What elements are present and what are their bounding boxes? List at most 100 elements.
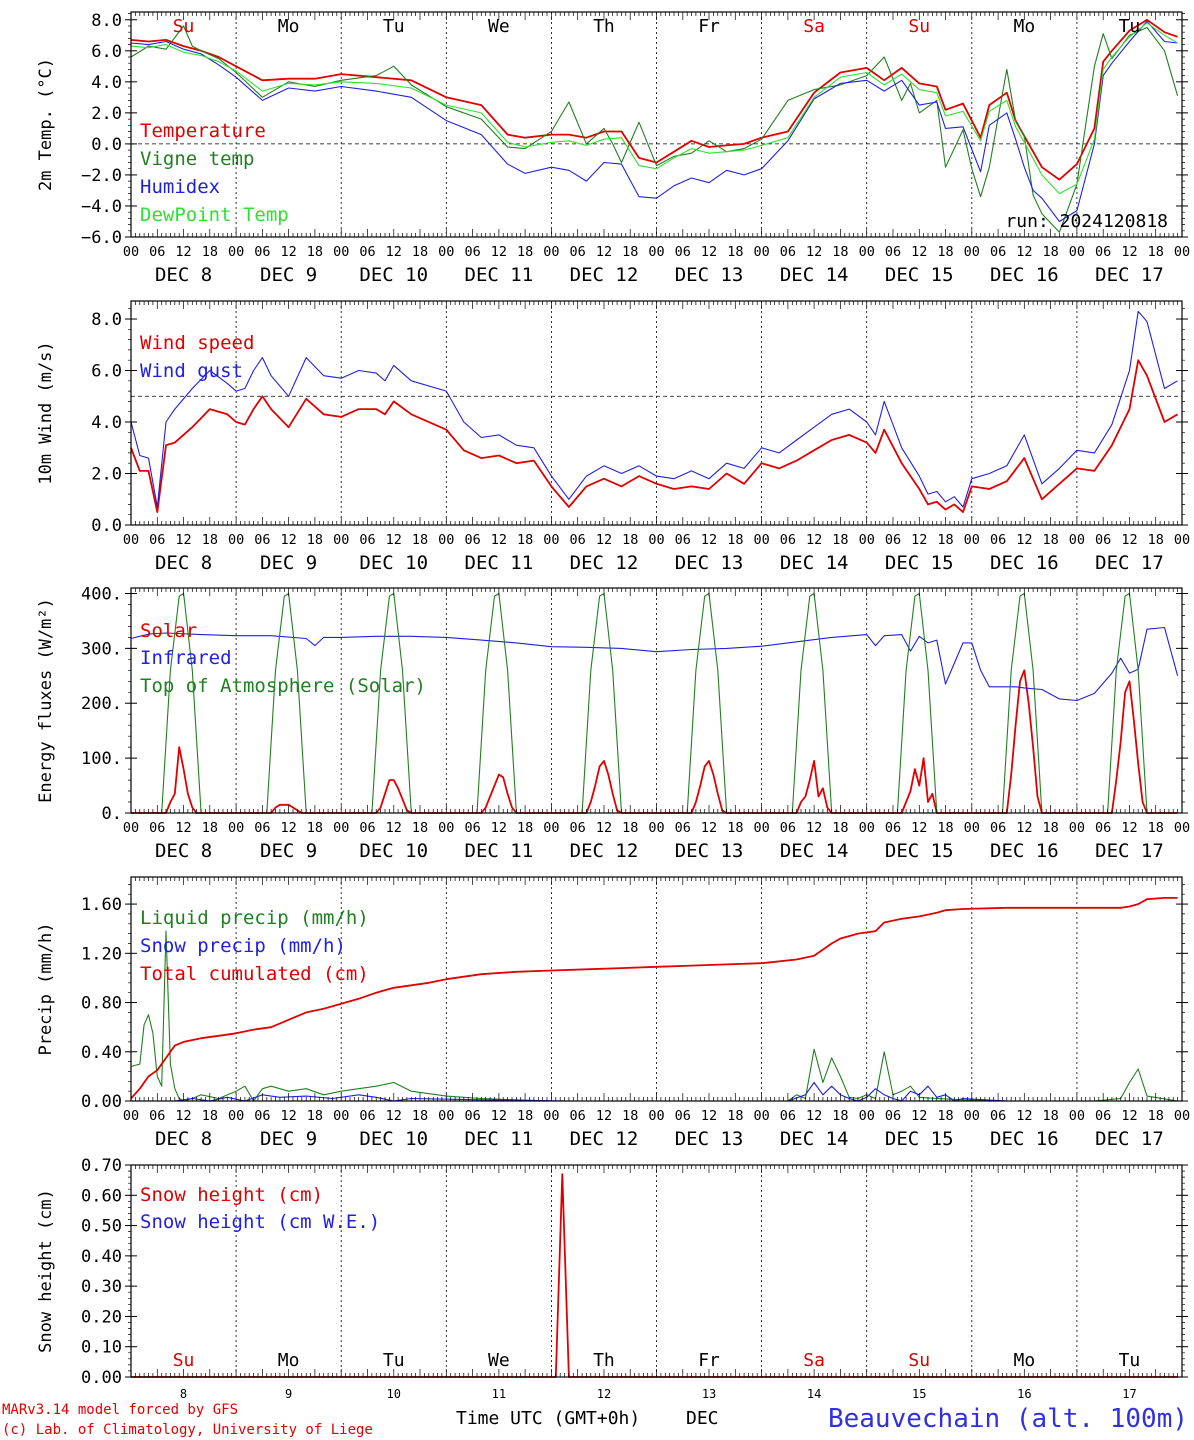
weekday-label: We bbox=[488, 1350, 510, 1371]
hour-label: 00 bbox=[964, 532, 980, 548]
weekday-label: Fr bbox=[698, 1350, 720, 1371]
hour-label: 00 bbox=[228, 820, 244, 836]
date-label: DEC 16 bbox=[990, 840, 1059, 862]
weekday-label: Mo bbox=[1014, 1350, 1036, 1371]
hour-label: 18 bbox=[622, 820, 638, 836]
date-label: DEC 11 bbox=[465, 264, 534, 286]
y-minor-ticks bbox=[128, 308, 1185, 526]
legend-entry: Top of Atmosphere (Solar) bbox=[140, 675, 426, 697]
hour-label: 18 bbox=[622, 244, 638, 260]
date-label: DEC 8 bbox=[155, 840, 212, 862]
y-tick-label: −6.0 bbox=[81, 228, 122, 248]
hour-label: 12 bbox=[806, 532, 822, 548]
hour-label: 12 bbox=[596, 244, 612, 260]
hour-label: 06 bbox=[254, 1108, 270, 1124]
hour-label: 06 bbox=[359, 1108, 375, 1124]
hour-label: 06 bbox=[1095, 820, 1111, 836]
hour-label: 06 bbox=[780, 244, 796, 260]
day-number: 11 bbox=[492, 1387, 506, 1401]
hour-label: 00 bbox=[753, 244, 769, 260]
hour-label: 06 bbox=[780, 820, 796, 836]
hour-label: 12 bbox=[281, 820, 297, 836]
hour-label: 00 bbox=[1069, 1108, 1085, 1124]
hour-label: 00 bbox=[228, 244, 244, 260]
hour-label: 00 bbox=[1174, 1108, 1190, 1124]
weekday-label: Tu bbox=[1119, 1350, 1141, 1371]
weekday-label: We bbox=[488, 16, 510, 37]
y-tick-label: 0.80 bbox=[81, 994, 122, 1014]
hour-label: 06 bbox=[464, 820, 480, 836]
y-axis-label: 2m Temp. (°C) bbox=[36, 58, 56, 191]
hour-label: 06 bbox=[464, 1108, 480, 1124]
day-number: 13 bbox=[702, 1387, 716, 1401]
y-tick-label: 0.20 bbox=[81, 1307, 122, 1327]
date-label: DEC 8 bbox=[155, 1128, 212, 1150]
date-label: DEC 16 bbox=[990, 264, 1059, 286]
model-credit: MARv3.14 model forced by GFS bbox=[2, 1402, 238, 1418]
hour-label: 12 bbox=[1016, 820, 1032, 836]
y-tick-label: 0.40 bbox=[81, 1043, 122, 1063]
y-axis-label: Snow height (cm) bbox=[36, 1189, 56, 1353]
hour-label: 00 bbox=[859, 820, 875, 836]
date-label: DEC 17 bbox=[1095, 1128, 1164, 1150]
day-number: 15 bbox=[912, 1387, 926, 1401]
hour-label: 00 bbox=[753, 532, 769, 548]
hour-label: 18 bbox=[1148, 820, 1164, 836]
hour-label: 18 bbox=[1148, 244, 1164, 260]
hour-label: 06 bbox=[675, 244, 691, 260]
hour-label: 06 bbox=[359, 820, 375, 836]
y-tick-label: 0.50 bbox=[81, 1217, 122, 1237]
date-label: DEC 10 bbox=[359, 552, 428, 574]
legend-entry: Temperature bbox=[140, 120, 266, 142]
weekday-label: Fr bbox=[698, 16, 720, 37]
y-tick-label: 0.0 bbox=[91, 135, 122, 155]
hour-label: 12 bbox=[175, 532, 191, 548]
series-line-3 bbox=[131, 592, 1178, 814]
date-label: DEC 12 bbox=[570, 264, 639, 286]
hour-label: 12 bbox=[701, 244, 717, 260]
hour-label: 18 bbox=[832, 1108, 848, 1124]
hour-label: 12 bbox=[911, 532, 927, 548]
hour-label: 18 bbox=[517, 820, 533, 836]
x-ticks bbox=[130, 877, 1183, 1101]
hour-label: 12 bbox=[1016, 244, 1032, 260]
hour-label: 12 bbox=[701, 820, 717, 836]
hour-label: 00 bbox=[333, 820, 349, 836]
day-number: 10 bbox=[387, 1387, 401, 1401]
hour-label: 12 bbox=[1121, 244, 1137, 260]
hour-label: 00 bbox=[753, 820, 769, 836]
hour-label: 12 bbox=[596, 820, 612, 836]
date-label: DEC 14 bbox=[780, 840, 849, 862]
hour-label: 18 bbox=[307, 1108, 323, 1124]
date-label: DEC 10 bbox=[359, 840, 428, 862]
hour-label: 06 bbox=[570, 1108, 586, 1124]
y-tick-label: −4.0 bbox=[81, 197, 122, 217]
hour-label: 00 bbox=[543, 244, 559, 260]
hour-label: 12 bbox=[1121, 1108, 1137, 1124]
y-tick-label: 1.20 bbox=[81, 944, 122, 964]
date-label: DEC 9 bbox=[260, 840, 317, 862]
weekday-label: Su bbox=[908, 1350, 930, 1371]
weekday-label: Mo bbox=[1014, 16, 1036, 37]
y-tick-label: 2.0 bbox=[91, 104, 122, 124]
hour-label: 18 bbox=[1148, 532, 1164, 548]
hour-label: 06 bbox=[570, 532, 586, 548]
date-label: DEC 14 bbox=[780, 264, 849, 286]
day-number: 14 bbox=[807, 1387, 821, 1401]
hour-label: 06 bbox=[780, 1108, 796, 1124]
hour-label: 12 bbox=[491, 820, 507, 836]
legend-entry: Snow height (cm W.E.) bbox=[140, 1211, 380, 1233]
hour-label: 18 bbox=[727, 820, 743, 836]
hour-label: 06 bbox=[780, 532, 796, 548]
date-label: DEC 15 bbox=[885, 552, 954, 574]
hour-label: 12 bbox=[175, 1108, 191, 1124]
y-tick-label: 200. bbox=[81, 694, 122, 714]
weekday-label: Mo bbox=[278, 16, 300, 37]
station-name: Beauvechain (alt. 100m) bbox=[828, 1404, 1188, 1434]
hour-label: 06 bbox=[885, 244, 901, 260]
hour-label: 18 bbox=[412, 820, 428, 836]
hour-label: 12 bbox=[911, 1108, 927, 1124]
hour-label: 06 bbox=[464, 532, 480, 548]
x-ticks bbox=[130, 1165, 1183, 1377]
weekday-label: Su bbox=[173, 1350, 195, 1371]
